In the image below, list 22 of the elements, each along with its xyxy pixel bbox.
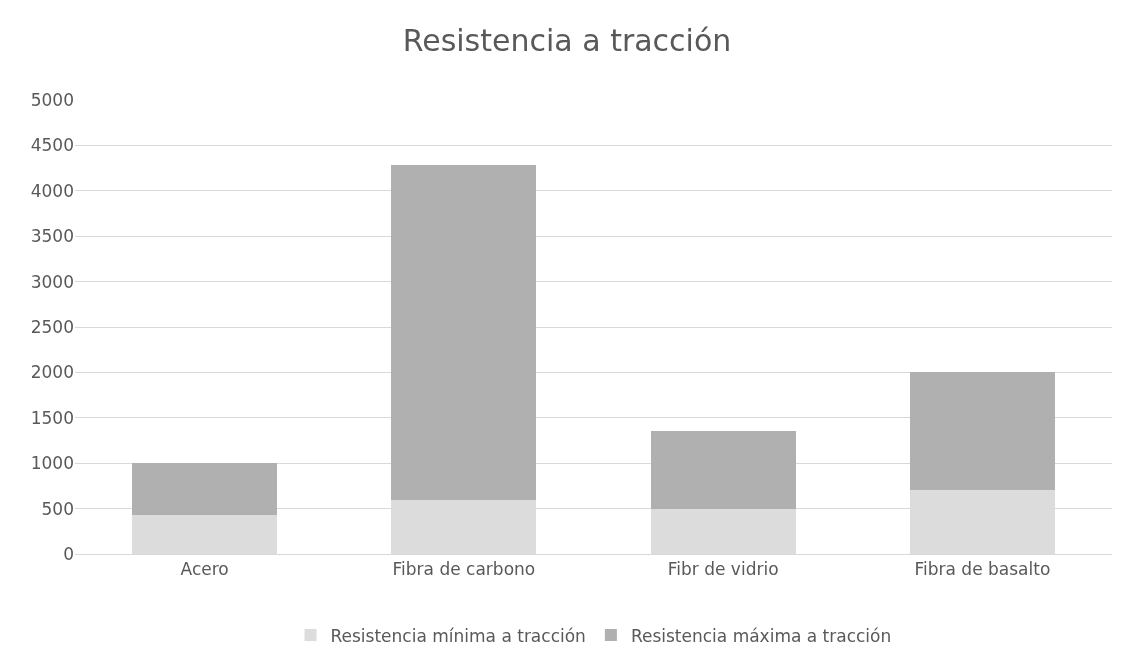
y-tick-label: 0 xyxy=(63,543,74,564)
y-tick-label: 2500 xyxy=(30,316,74,337)
y-tick-label: 3000 xyxy=(30,271,74,292)
x-tick-label: Acero xyxy=(180,559,229,580)
y-tick-label: 500 xyxy=(41,498,74,519)
y-tick-label: 2000 xyxy=(30,362,74,383)
x-tick-label: Fibra de basalto xyxy=(914,559,1051,580)
legend-label: Resistencia máxima a tracción xyxy=(630,625,892,646)
bar xyxy=(391,165,537,500)
y-tick-label: 1000 xyxy=(30,453,74,474)
y-tick-label: 3500 xyxy=(30,226,74,247)
y-tick-label: 4500 xyxy=(30,135,74,156)
bar xyxy=(650,431,796,509)
chart-title: Resistencia a tracción xyxy=(402,22,732,58)
legend-label: Resistencia mínima a tracción xyxy=(330,625,586,646)
y-tick-label: 1500 xyxy=(30,407,74,428)
bar xyxy=(909,372,1055,491)
y-tick-label: 5000 xyxy=(30,89,74,110)
y-tick-label: 4000 xyxy=(30,180,74,201)
bar xyxy=(132,463,278,515)
x-tick-label: Fibra de carbono xyxy=(392,559,536,580)
x-tick-label: Fibr de vidrio xyxy=(667,559,779,580)
